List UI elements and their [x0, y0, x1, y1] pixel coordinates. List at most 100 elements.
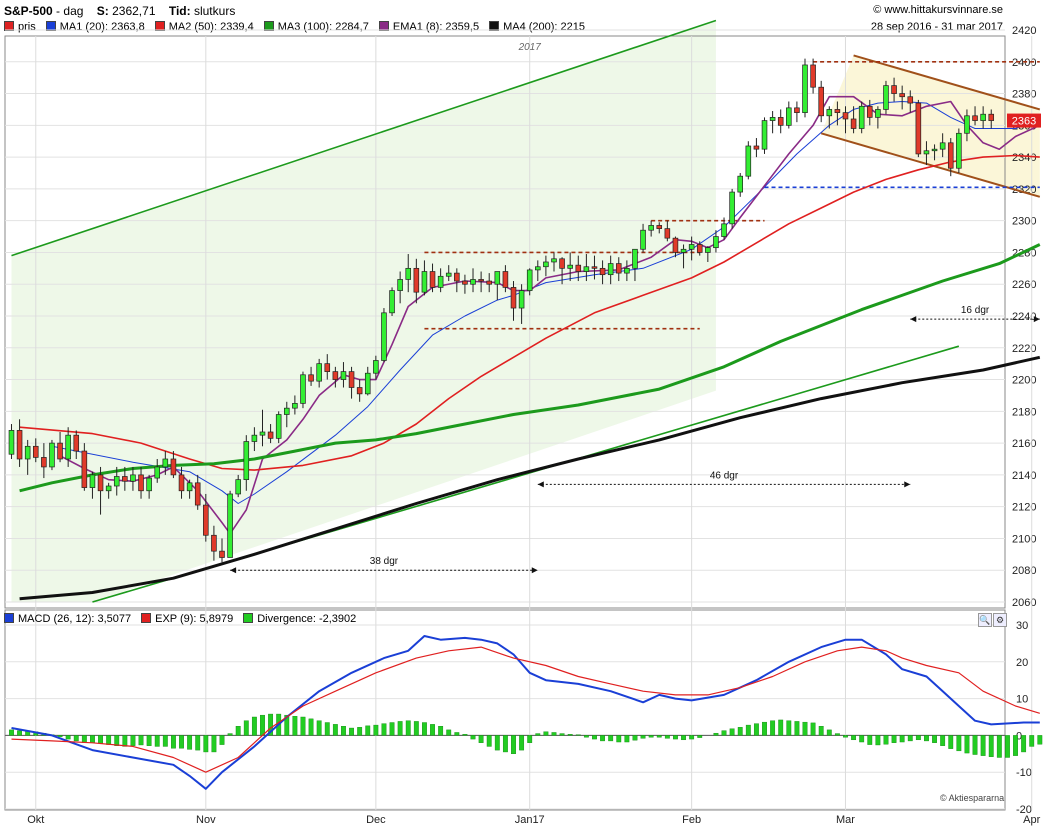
candle-body — [931, 148, 938, 152]
divergence-bar — [9, 729, 14, 736]
trendline — [11, 19, 717, 257]
macd-legend-item: Divergence: -2,3902 — [243, 613, 356, 625]
candle-body — [292, 403, 298, 409]
divergence-bar — [608, 735, 614, 742]
divergence-bar — [341, 726, 346, 736]
candle-body — [8, 430, 15, 455]
divergence-bar — [373, 724, 379, 736]
divergence-bar — [260, 714, 265, 736]
price-tick-label: 2180 — [1012, 406, 1036, 418]
divergence-bar — [1021, 735, 1027, 753]
candle-body — [688, 244, 695, 250]
divergence-bar — [1029, 735, 1035, 747]
annotation-arrowhead — [230, 567, 237, 574]
last-label: S: — [96, 4, 109, 18]
x-tick-label: Jan17 — [515, 814, 545, 826]
settings-icon[interactable]: ⚙ — [993, 613, 1007, 627]
price-tick-label: 2420 — [1012, 25, 1036, 37]
candle-body — [567, 264, 573, 269]
period-label: dag — [63, 4, 84, 18]
mode-value: slutkurs — [193, 4, 236, 18]
trendline — [820, 132, 1041, 198]
candle-body — [235, 479, 241, 495]
divergence-bar — [535, 733, 541, 736]
x-tick-label: Feb — [682, 814, 701, 826]
candle-body — [389, 290, 395, 314]
divergence-bar — [875, 735, 881, 746]
title-row: S&P-500 - dag S: 2362,71 Tid: slutkurs — [4, 4, 236, 18]
candle-body — [964, 115, 970, 134]
divergence-bar — [446, 729, 452, 736]
candle-body — [834, 109, 841, 113]
price-tag-label: 2363 — [1012, 116, 1036, 128]
candle-body — [49, 442, 55, 468]
divergence-bar — [316, 720, 322, 736]
divergence-bar — [1005, 735, 1010, 758]
divergence-bar — [681, 735, 686, 741]
divergence-bar — [559, 733, 565, 736]
divergence-bar — [1037, 735, 1043, 745]
channel-fill — [11, 20, 716, 602]
divergence-bar — [478, 735, 484, 743]
macd-legend-label: Divergence: -2,3902 — [257, 613, 357, 625]
divergence-bar — [673, 735, 678, 740]
price-tick-label: 2100 — [1012, 533, 1036, 545]
divergence-bar — [381, 723, 387, 736]
candle-body — [575, 264, 582, 272]
candle-body — [850, 118, 857, 129]
divergence-bar — [114, 735, 120, 746]
divergence-bar — [640, 735, 646, 739]
candle-body — [146, 477, 152, 492]
candle-body — [802, 64, 808, 113]
divergence-bar — [243, 720, 249, 736]
watermark: © Aktiespararna — [940, 793, 1004, 803]
candle-body — [251, 434, 258, 442]
symbol-label: S&P-500 — [4, 4, 53, 18]
annotation-arrowhead — [1033, 316, 1040, 323]
candle-body — [89, 474, 96, 488]
divergence-bar — [324, 722, 330, 736]
divergence-bar — [138, 735, 144, 746]
candle-body — [130, 474, 136, 482]
x-tick-label: Mar — [836, 814, 855, 826]
divergence-bar — [98, 735, 103, 744]
candle-body — [826, 109, 833, 117]
candle-body — [211, 534, 217, 552]
candle-body — [559, 258, 565, 269]
price-tick-label: 2400 — [1012, 57, 1036, 69]
divergence-bar — [697, 735, 703, 738]
candle-body — [332, 371, 339, 380]
mode-label: Tid: — [168, 4, 191, 18]
divergence-bar — [349, 727, 354, 736]
macd-tick-label: 0 — [1016, 730, 1022, 742]
candle-body — [551, 258, 557, 263]
divergence-bar — [980, 735, 986, 756]
divergence-bar — [956, 735, 962, 752]
price-tick-label: 2080 — [1012, 565, 1036, 577]
divergence-bar — [227, 733, 233, 736]
ma-line — [19, 355, 1041, 601]
price-tick-label: 2160 — [1012, 438, 1036, 450]
candle-body — [454, 272, 460, 282]
divergence-bar — [745, 724, 751, 736]
divergence-bar — [592, 735, 597, 740]
divergence-bar — [405, 720, 411, 736]
candle-body — [219, 550, 225, 558]
divergence-bar — [924, 735, 929, 742]
macd-tick-label: 10 — [1016, 694, 1028, 706]
divergence-bar — [438, 726, 444, 736]
divergence-bar — [988, 735, 994, 757]
x-tick-label: Nov — [196, 814, 216, 826]
zoom-icon[interactable]: 🔍 — [978, 613, 992, 627]
divergence-bar — [964, 735, 970, 754]
divergence-bar — [737, 727, 743, 736]
candle-body — [381, 312, 387, 361]
candle-body — [437, 275, 444, 288]
divergence-bar — [867, 735, 873, 745]
divergence-bar — [486, 735, 492, 747]
divergence-bar — [786, 720, 792, 736]
price-tag — [1007, 113, 1041, 128]
divergence-bar — [972, 735, 978, 755]
